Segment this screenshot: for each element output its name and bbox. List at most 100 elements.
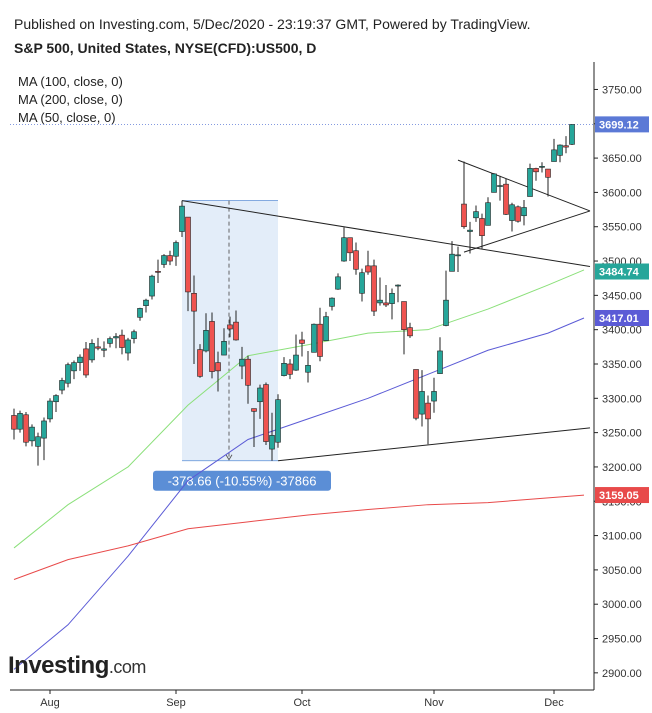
candle: [545, 168, 551, 197]
candle: [365, 250, 371, 275]
candle: [425, 395, 431, 445]
candle-body: [509, 204, 515, 221]
trendline-0: [181, 200, 591, 268]
candle-body: [263, 384, 269, 442]
candle: [317, 307, 323, 362]
candle-body: [275, 399, 281, 443]
candle: [329, 297, 335, 311]
candle: [221, 328, 227, 356]
candle-body: [251, 408, 257, 412]
candle-body: [131, 331, 137, 339]
candle: [347, 237, 353, 262]
candle: [281, 357, 287, 377]
ma200-legend: MA (200, close, 0): [18, 92, 123, 107]
ma-price-label-1: 3417.01: [599, 313, 639, 325]
candle: [179, 200, 185, 238]
candle: [77, 354, 83, 371]
candle-body: [317, 323, 323, 357]
candle-body: [479, 218, 485, 236]
candle-body: [347, 237, 353, 254]
candle-body: [59, 380, 65, 391]
candle: [125, 337, 131, 361]
candle: [527, 163, 533, 197]
candle-body: [191, 292, 197, 312]
candle-body: [281, 363, 287, 376]
candle-body: [341, 237, 347, 262]
y-tick-label: 3100.00: [602, 531, 642, 543]
candle-body: [119, 334, 125, 348]
candle: [185, 216, 191, 312]
candle-body: [311, 323, 317, 353]
candle: [461, 161, 467, 229]
measure-label-box: [153, 470, 331, 491]
candle: [47, 398, 53, 423]
axes: 2900.002950.003000.003050.003100.003150.…: [10, 62, 642, 709]
candle-body: [323, 316, 329, 341]
candle: [53, 394, 59, 413]
candle-body: [359, 272, 365, 294]
candle: [89, 339, 95, 363]
trendline-2: [457, 159, 591, 212]
candle-body: [17, 413, 23, 430]
candle: [323, 311, 329, 341]
candle: [533, 167, 539, 181]
y-tick-label: 3450.00: [602, 290, 642, 302]
candle: [29, 424, 35, 447]
trendline-1: [277, 427, 591, 462]
candle: [137, 307, 143, 321]
y-tick-label: 3400.00: [602, 325, 642, 337]
candle: [359, 268, 365, 302]
candle-body: [71, 362, 77, 372]
candle: [305, 350, 311, 383]
y-tick-label: 2900.00: [602, 668, 642, 680]
candle: [131, 329, 137, 344]
logo-main: Investing: [8, 652, 109, 679]
candle-body: [209, 321, 215, 372]
y-tick-label: 3650.00: [602, 153, 642, 165]
candle: [65, 362, 71, 388]
candle: [563, 136, 569, 154]
candle: [383, 285, 389, 308]
candle: [149, 274, 155, 300]
ma-price-label-2-box: [595, 487, 649, 504]
candle-body: [227, 324, 233, 330]
candle: [341, 227, 347, 262]
candle: [395, 284, 401, 303]
candle: [431, 377, 437, 413]
candle: [101, 341, 107, 358]
candle: [377, 277, 383, 306]
candle-body: [371, 265, 377, 312]
candle: [557, 144, 563, 163]
candle-body: [299, 339, 305, 344]
candle-body: [443, 299, 449, 326]
candle-body: [269, 435, 275, 450]
candle-body: [389, 292, 395, 304]
candle-body: [377, 299, 383, 304]
ma50-legend: MA (50, close, 0): [18, 110, 116, 125]
y-tick-label: 2950.00: [602, 634, 642, 646]
candle: [401, 301, 407, 355]
candle-body: [41, 420, 47, 439]
candles: [11, 124, 575, 466]
y-tick-label: 3000.00: [602, 599, 642, 611]
moving-averages: [13, 269, 585, 670]
candle-body: [113, 336, 119, 339]
candle: [239, 346, 245, 380]
candle: [95, 337, 101, 351]
candle-body: [485, 202, 491, 226]
price-labels: 3699.12 3484.74 3417.01 3159.05: [595, 116, 649, 504]
candle: [197, 344, 203, 378]
candle-body: [497, 185, 503, 187]
candle: [17, 410, 23, 433]
candle-body: [503, 183, 509, 215]
candle-body: [221, 341, 227, 356]
candle: [113, 333, 119, 349]
candle-body: [179, 205, 185, 232]
candle: [449, 241, 455, 272]
candle: [275, 394, 281, 448]
candle: [11, 408, 17, 440]
candle: [173, 240, 179, 266]
x-tick-label: Dec: [544, 697, 564, 709]
candle-body: [467, 229, 473, 232]
